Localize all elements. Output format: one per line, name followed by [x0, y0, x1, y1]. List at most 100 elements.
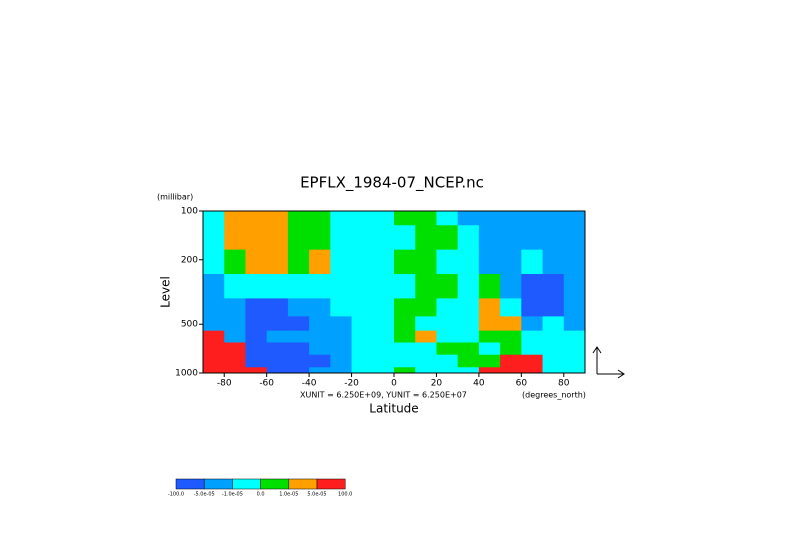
- contour-cell: [394, 354, 416, 368]
- contour-cell: [287, 354, 310, 368]
- contour-cell: [394, 342, 416, 356]
- contour-cell: [309, 249, 331, 275]
- contour-cell: [266, 274, 289, 299]
- contour-cell: [266, 211, 289, 226]
- x-tick-label: 0: [391, 379, 397, 389]
- contour-cell: [415, 316, 437, 332]
- contour-cell: [542, 249, 565, 275]
- ref-arrowhead-y: [592, 346, 602, 354]
- contour-cell: [287, 211, 310, 226]
- contour-cell: [415, 274, 437, 299]
- contour-cell: [415, 298, 437, 317]
- colorbar-label: 100.0: [338, 492, 352, 498]
- contour-cell: [457, 298, 480, 317]
- colorbar-box: [232, 478, 261, 490]
- contour-cell: [287, 249, 310, 275]
- contour-cell: [372, 342, 395, 356]
- contour-cell: [457, 354, 480, 368]
- contour-cell: [500, 225, 522, 251]
- contour-cell: [521, 225, 544, 251]
- contour-cell: [330, 354, 353, 368]
- contour-cell: [500, 330, 522, 343]
- contour-cell: [563, 367, 586, 374]
- contour-cell: [542, 225, 565, 251]
- annotation: XUNIT = 6.250E+09, YUNIT = 6.250E+07: [300, 391, 467, 400]
- contour-cell: [457, 274, 480, 299]
- contour-cell: [542, 211, 565, 226]
- contour-cell: [309, 342, 331, 356]
- contour-cell: [542, 342, 565, 356]
- colorbar-label: 5.0e-05: [307, 492, 326, 498]
- contour-cell: [457, 367, 480, 374]
- contour-cell: [521, 354, 544, 368]
- contour-cell: [415, 225, 437, 251]
- contour-cell: [287, 316, 310, 332]
- contour-cell: [415, 342, 437, 356]
- x-tick-label: -80: [217, 379, 232, 389]
- colorbar-label: -1.0e-05: [222, 492, 243, 498]
- contour-cell: [415, 249, 437, 275]
- contour-cell: [542, 298, 565, 317]
- contour-cell: [394, 367, 416, 374]
- contour-cell: [245, 367, 268, 374]
- contour-cell: [351, 330, 374, 343]
- contour-cell: [521, 298, 544, 317]
- contour-cell: [266, 330, 289, 343]
- contour-cell: [266, 298, 289, 317]
- contour-cell: [521, 249, 544, 275]
- contour-cell: [203, 211, 225, 226]
- contour-cell: [436, 354, 459, 368]
- contour-cell: [330, 367, 353, 374]
- contour-cell: [563, 249, 586, 275]
- contour-cell: [266, 225, 289, 251]
- contour-cell: [478, 211, 501, 226]
- contour-cell: [436, 225, 459, 251]
- contour-cell: [563, 354, 586, 368]
- contour-cell: [330, 342, 353, 356]
- contour-cell: [436, 367, 459, 374]
- contour-cell: [351, 342, 374, 356]
- ref-arrowhead-x: [617, 369, 625, 379]
- contour-cell: [309, 316, 331, 332]
- contour-cell: [266, 249, 289, 275]
- contour-cell: [521, 316, 544, 332]
- contour-cell: [203, 367, 225, 374]
- y-tick-label: 1000: [175, 369, 198, 379]
- contour-cell: [203, 298, 225, 317]
- contour-cell: [563, 225, 586, 251]
- contour-cell: [500, 211, 522, 226]
- contour-cell: [436, 342, 459, 356]
- contour-cell: [394, 249, 416, 275]
- contour-cell: [245, 354, 268, 368]
- contour-cell: [351, 298, 374, 317]
- colorbar-box: [175, 478, 205, 490]
- contour-cell: [351, 367, 374, 374]
- contour-cell: [500, 342, 522, 356]
- contour-cell: [372, 367, 395, 374]
- contour-cell: [542, 274, 565, 299]
- contour-cell: [372, 274, 395, 299]
- contour-cell: [351, 225, 374, 251]
- y-tick-label: 500: [181, 320, 198, 330]
- contour-cell: [287, 298, 310, 317]
- contour-cell: [415, 367, 437, 374]
- contour-cell: [372, 249, 395, 275]
- x-tick-label: 20: [431, 379, 443, 389]
- contour-cell: [203, 316, 225, 332]
- contour-cell: [245, 249, 268, 275]
- x-tick-label: -60: [259, 379, 274, 389]
- contour-cell: [203, 225, 225, 251]
- contour-cell: [457, 249, 480, 275]
- contour-cell: [372, 211, 395, 226]
- contour-cell: [542, 316, 565, 332]
- contour-cell: [478, 316, 501, 332]
- y-tick-label: 100: [181, 207, 198, 217]
- contour-cell: [436, 249, 459, 275]
- contour-cell: [287, 342, 310, 356]
- contour-cell: [457, 330, 480, 343]
- contour-cell: [266, 316, 289, 332]
- contour-cell: [351, 211, 374, 226]
- colorbar-box: [203, 478, 233, 490]
- contour-cell: [457, 211, 480, 226]
